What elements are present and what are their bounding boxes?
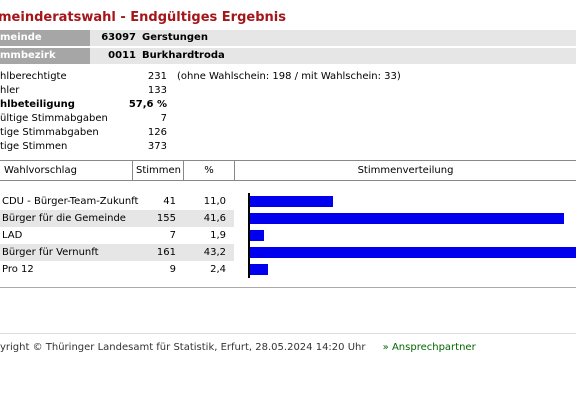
results-table-header: Wahlvorschlag Stimmen % Stimmenverteilun… bbox=[0, 160, 576, 181]
stat-extra: (ohne Wahlschein: 198 / mit Wahlschein: … bbox=[177, 71, 401, 82]
stat-row: ültige Stimmabgaben 7 bbox=[0, 112, 400, 126]
header-divider bbox=[183, 161, 184, 180]
copyright-text: yright © Thüringer Landesamt für Statist… bbox=[0, 342, 366, 353]
stat-label: tige Stimmabgaben bbox=[0, 127, 99, 138]
gemeinde-row: meinde 63097 Gerstungen bbox=[0, 30, 576, 46]
vote-share-bar bbox=[250, 196, 333, 207]
votes-value: 41 bbox=[163, 196, 176, 207]
gemeinde-label: meinde bbox=[0, 30, 90, 46]
party-name: LAD bbox=[2, 230, 23, 241]
stat-label: hlberechtigte bbox=[0, 71, 67, 82]
percent-value: 2,4 bbox=[210, 264, 226, 275]
votes-value: 155 bbox=[156, 213, 176, 224]
stat-label: tige Stimmen bbox=[0, 141, 68, 152]
percent-value: 41,6 bbox=[203, 213, 226, 224]
party-name: Bürger für Vernunft bbox=[2, 247, 99, 258]
stat-label: hler bbox=[0, 85, 20, 96]
stat-value: 57,6 % bbox=[128, 99, 167, 110]
stat-row: tige Stimmen 373 bbox=[0, 140, 400, 154]
bar-axis bbox=[248, 193, 250, 278]
ansprechpartner-link[interactable]: » Ansprechpartner bbox=[382, 342, 476, 353]
percent-value: 43,2 bbox=[203, 247, 226, 258]
bezirk-name: Burkhardtroda bbox=[142, 50, 225, 61]
table-row: Bürger für die Gemeinde 155 41,6 bbox=[0, 210, 576, 227]
row-background bbox=[0, 210, 234, 227]
stat-value: 133 bbox=[147, 85, 167, 96]
stat-value: 231 bbox=[147, 71, 167, 82]
stat-label: hlbeteiligung bbox=[0, 99, 75, 110]
divider bbox=[0, 333, 576, 334]
header-stimmen[interactable]: Stimmen bbox=[136, 165, 182, 176]
row-background bbox=[0, 244, 234, 261]
vote-share-bar bbox=[250, 213, 564, 224]
header-divider bbox=[132, 161, 133, 180]
stat-row: hlbeteiligung 57,6 % bbox=[0, 98, 400, 112]
table-row: Bürger für Vernunft 161 43,2 bbox=[0, 244, 576, 261]
votes-value: 7 bbox=[169, 230, 176, 241]
stat-row: hler 133 bbox=[0, 84, 400, 98]
percent-value: 1,9 bbox=[210, 230, 226, 241]
stat-value: 7 bbox=[160, 113, 167, 124]
page-title: meinderatswahl - Endgültiges Ergebnis bbox=[0, 10, 286, 25]
vote-share-bar bbox=[250, 264, 268, 275]
table-row: LAD 7 1,9 bbox=[0, 227, 576, 244]
vote-share-bar bbox=[250, 247, 576, 258]
stat-value: 126 bbox=[147, 127, 167, 138]
bezirk-label-text: mmbezirk bbox=[0, 50, 56, 61]
votes-value: 9 bbox=[169, 264, 176, 275]
party-name: Bürger für die Gemeinde bbox=[2, 213, 126, 224]
stat-row: tige Stimmabgaben 126 bbox=[0, 126, 400, 140]
bezirk-label: mmbezirk bbox=[0, 48, 90, 64]
header-divider bbox=[234, 161, 235, 180]
votes-value: 161 bbox=[156, 247, 176, 258]
bezirk-number: 0011 bbox=[108, 50, 136, 61]
gemeinde-name: Gerstungen bbox=[142, 32, 208, 43]
vote-share-bar bbox=[250, 230, 264, 241]
percent-value: 11,0 bbox=[203, 196, 226, 207]
stat-value: 373 bbox=[147, 141, 167, 152]
bezirk-row: mmbezirk 0011 Burkhardtroda bbox=[0, 48, 576, 64]
stat-row: hlberechtigte 231 (ohne Wahlschein: 198 … bbox=[0, 70, 401, 84]
summary-stats: hlberechtigte 231 (ohne Wahlschein: 198 … bbox=[0, 70, 401, 154]
footer: yright © Thüringer Landesamt für Statist… bbox=[0, 342, 476, 353]
header-stimmenverteilung: Stimmenverteilung bbox=[357, 165, 454, 176]
party-name: CDU - Bürger-Team-Zukunft bbox=[2, 196, 139, 207]
gemeinde-number: 63097 bbox=[101, 32, 136, 43]
header-prozent[interactable]: % bbox=[204, 165, 214, 176]
divider bbox=[0, 287, 576, 288]
table-row: Pro 12 9 2,4 bbox=[0, 261, 576, 278]
table-row: CDU - Bürger-Team-Zukunft 41 11,0 bbox=[0, 193, 576, 210]
party-name: Pro 12 bbox=[2, 264, 34, 275]
stat-label: ültige Stimmabgaben bbox=[0, 113, 108, 124]
header-wahlvorschlag[interactable]: Wahlvorschlag bbox=[4, 165, 77, 176]
results-table-body: CDU - Bürger-Team-Zukunft 41 11,0 Bürger fü… bbox=[0, 193, 576, 278]
gemeinde-label-text: meinde bbox=[0, 32, 42, 43]
